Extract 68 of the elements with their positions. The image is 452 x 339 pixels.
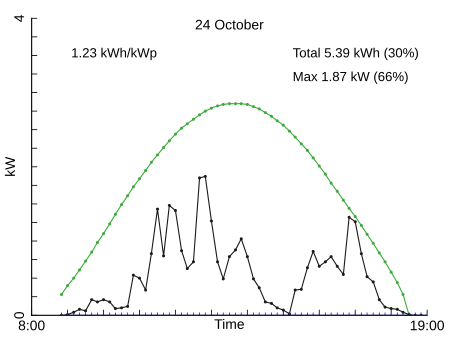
annotation: Max 1.87 kW (66%) [294, 72, 408, 84]
point [120, 203, 124, 206]
point [342, 198, 345, 202]
point [246, 102, 249, 106]
point [372, 242, 375, 245]
point [336, 190, 339, 193]
point [174, 132, 177, 136]
point [186, 122, 189, 126]
chart-title: 24 October [196, 19, 264, 30]
point [234, 102, 238, 106]
point [84, 260, 88, 263]
point [264, 111, 267, 114]
point [390, 270, 393, 274]
point [306, 148, 309, 152]
x-tick-label: 19:00 [410, 320, 444, 330]
point [282, 124, 285, 127]
point [258, 107, 261, 110]
point [240, 102, 243, 106]
point [132, 185, 135, 188]
point [216, 104, 220, 108]
annotation: 1.23 kWh/kWp [72, 48, 156, 60]
point [402, 292, 405, 296]
point [396, 281, 399, 284]
y-tick-label: 0 [14, 312, 24, 319]
point [138, 177, 142, 180]
point [162, 146, 166, 150]
point [144, 168, 148, 172]
point [72, 276, 76, 280]
point [348, 206, 351, 210]
point [210, 106, 213, 110]
point [276, 119, 279, 122]
point [354, 215, 357, 218]
point [300, 142, 303, 146]
point [156, 153, 160, 156]
x-axis-title: Time [214, 318, 244, 330]
x-tick-label: 8:00 [18, 320, 45, 330]
point [150, 160, 153, 164]
point [168, 139, 171, 142]
y-tick-label: 4 [14, 14, 24, 22]
point [330, 182, 333, 185]
point [288, 130, 291, 133]
point [126, 194, 130, 198]
point [114, 212, 117, 216]
point [180, 126, 184, 130]
point [102, 232, 106, 236]
point [108, 222, 112, 226]
point [378, 251, 381, 254]
y-axis-title: kW [4, 156, 15, 176]
point [312, 156, 315, 160]
point [90, 250, 94, 254]
point [294, 136, 297, 139]
point [198, 113, 202, 116]
point [204, 110, 207, 113]
point [252, 105, 256, 108]
point [60, 292, 64, 296]
point [366, 232, 369, 236]
point [96, 240, 99, 244]
point [324, 172, 327, 176]
point [270, 114, 273, 118]
point [228, 102, 231, 106]
point [222, 102, 225, 106]
point [318, 164, 321, 168]
point [384, 260, 387, 264]
point [78, 268, 81, 272]
annotation: Total 5.39 kWh (30%) [292, 48, 418, 60]
point [360, 224, 363, 227]
point [192, 118, 195, 121]
point [66, 284, 70, 288]
